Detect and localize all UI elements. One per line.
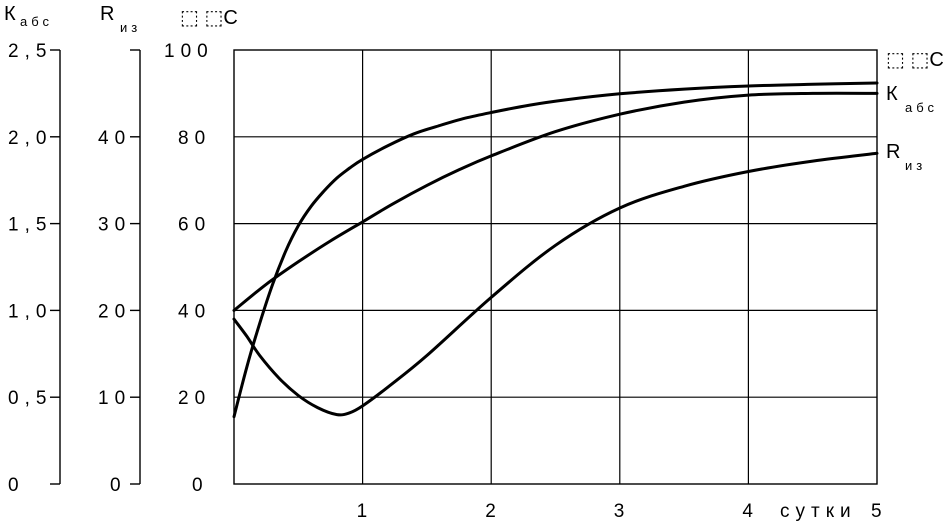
series-label-subscript: абс [905, 100, 938, 115]
plot-frame [233, 49, 878, 485]
series-label-text: К [886, 83, 898, 105]
r-iz-axis-title: R из [100, 3, 141, 35]
axis-lines [50, 49, 878, 485]
temp-tick-label: 40 [178, 301, 211, 322]
r-iz-axis-letter: R [100, 3, 114, 25]
r-iz-tick-label: 30 [98, 215, 131, 236]
series-label-subscript: из [905, 158, 926, 173]
k-abs-tick-label: 0,5 [8, 388, 52, 409]
r-iz-tick-label: 40 [98, 128, 131, 149]
k-abs-axis-letter: К [4, 3, 16, 25]
x-tick-label: 1 [357, 501, 374, 522]
series-label-text: R [886, 141, 900, 163]
series-label-r_iz: Rиз [886, 141, 926, 173]
k-abs-tick-label: 1,0 [8, 301, 52, 322]
series-label-text: ⬚ ⬚С [886, 49, 944, 71]
series-curves [232, 81, 879, 419]
x-tick-label: 3 [614, 501, 631, 522]
x-tick-label: 4 [742, 501, 759, 522]
series-line-r_iz [232, 151, 879, 417]
k-abs-axis-subscript: абс [20, 14, 53, 29]
series-line-temp [232, 81, 879, 419]
series-line-k_abs [232, 91, 879, 312]
k-abs-tick-label: 2,5 [8, 41, 52, 62]
temp-tick-label: 100 [164, 41, 214, 62]
k-abs-tick-label: 1,5 [8, 215, 52, 236]
temp-tick-label: 60 [178, 215, 211, 236]
x-tick-label: 2 [485, 501, 502, 522]
temp-axis-title: ⬚ ⬚С [180, 7, 238, 29]
x-axis-title: сутки [780, 501, 857, 522]
temp-tick-label: 0 [192, 475, 209, 496]
r-iz-axis-subscript: из [120, 20, 141, 35]
r-iz-tick-label: 10 [98, 388, 131, 409]
r-iz-tick-label: 0 [110, 475, 127, 496]
temp-tick-label: 20 [178, 388, 211, 409]
k-abs-axis-title: К абс [4, 3, 53, 29]
series-label-temp: ⬚ ⬚С [886, 49, 944, 71]
temp-tick-label: 80 [178, 128, 211, 149]
k-abs-tick-label: 2,0 [8, 128, 52, 149]
k-abs-tick-label: 0 [8, 475, 25, 496]
r-iz-tick-label: 20 [98, 301, 131, 322]
x-tick-label: 5 [871, 501, 888, 522]
grid-lines [234, 50, 877, 484]
